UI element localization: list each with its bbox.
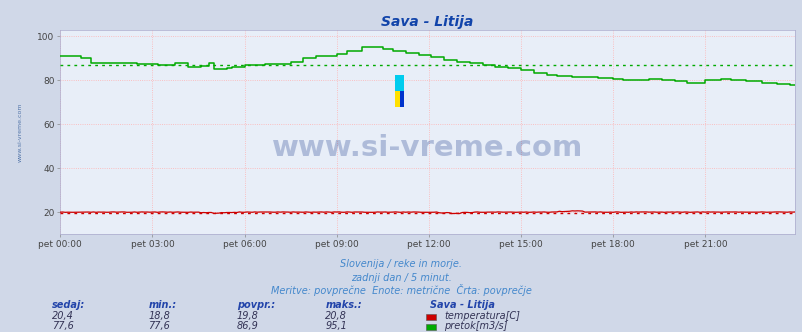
Text: povpr.:: povpr.:: [237, 300, 274, 310]
Text: Sava - Litija: Sava - Litija: [429, 300, 494, 310]
Text: 19,8: 19,8: [237, 311, 258, 321]
Text: 77,6: 77,6: [52, 321, 74, 331]
Text: pretok[m3/s]: pretok[m3/s]: [444, 321, 507, 331]
Text: temperatura[C]: temperatura[C]: [444, 311, 519, 321]
Text: 20,8: 20,8: [325, 311, 346, 321]
Bar: [394, 75, 403, 91]
Text: 86,9: 86,9: [237, 321, 258, 331]
Text: sedaj:: sedaj:: [52, 300, 85, 310]
Text: www.si-vreme.com: www.si-vreme.com: [18, 102, 22, 162]
Text: 20,4: 20,4: [52, 311, 74, 321]
Text: www.si-vreme.com: www.si-vreme.com: [272, 134, 582, 162]
Bar: [399, 75, 403, 108]
Title: Sava - Litija: Sava - Litija: [381, 15, 473, 29]
Bar: [394, 75, 403, 108]
Text: 95,1: 95,1: [325, 321, 346, 331]
Text: zadnji dan / 5 minut.: zadnji dan / 5 minut.: [350, 273, 452, 283]
Text: Slovenija / reke in morje.: Slovenija / reke in morje.: [340, 259, 462, 269]
Text: Meritve: povprečne  Enote: metrične  Črta: povprečje: Meritve: povprečne Enote: metrične Črta:…: [271, 284, 531, 296]
Text: maks.:: maks.:: [325, 300, 362, 310]
Text: 77,6: 77,6: [148, 321, 170, 331]
Text: min.:: min.:: [148, 300, 176, 310]
Text: 18,8: 18,8: [148, 311, 170, 321]
